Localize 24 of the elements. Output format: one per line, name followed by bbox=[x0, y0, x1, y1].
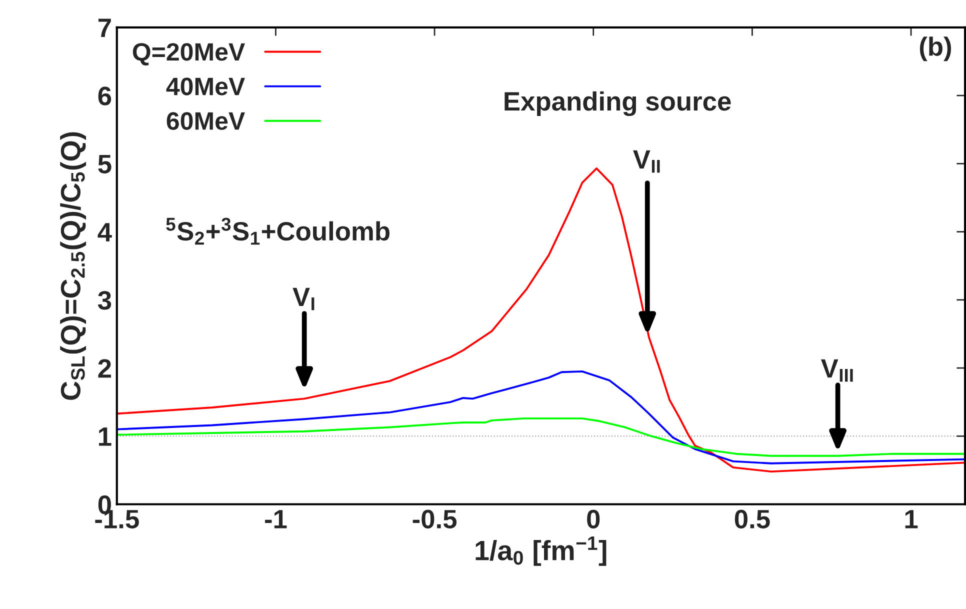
y-tick-label: 7 bbox=[98, 18, 111, 37]
x-axis-title: 1/a$_{0}$ [fm$^{−1}$] bbox=[476, 536, 606, 566]
x-tick-label: -1 bbox=[265, 510, 287, 528]
x-tick-label: 1 bbox=[905, 510, 918, 528]
annotation: V$_{II}$ bbox=[633, 150, 660, 173]
legend-label: 40MeV bbox=[166, 78, 245, 96]
x-tick-label: 0 bbox=[587, 510, 600, 528]
y-tick-label: 6 bbox=[98, 86, 112, 106]
y-tick-label: 2 bbox=[98, 359, 111, 378]
y-tick-label: 1 bbox=[99, 428, 112, 446]
legend-label: 60MeV bbox=[166, 112, 245, 130]
annotation: Expanding source bbox=[504, 91, 731, 116]
annotation: (b) bbox=[920, 36, 952, 62]
x-tick-label: 0.5 bbox=[734, 510, 770, 528]
legend-label: Q=20MeV bbox=[132, 43, 245, 66]
y-tick-label: 3 bbox=[98, 291, 112, 310]
y-tick-label: 4 bbox=[98, 223, 112, 242]
line-series bbox=[116, 417, 966, 457]
x-tick-label: -0.5 bbox=[412, 510, 457, 528]
y-axis-title: C$_{SL}$(Q)=C$_{2.5}$(Q)/C$_{5}$(Q) bbox=[60, 132, 86, 400]
y-tick-label: 5 bbox=[98, 155, 112, 174]
annotation: $^{5}$S$_{2}$+$^{3}$S$_{1}$+Coulomb bbox=[166, 218, 390, 245]
annotation: V$_{I}$ bbox=[292, 288, 314, 310]
annotation: V$_{III}$ bbox=[820, 359, 853, 382]
